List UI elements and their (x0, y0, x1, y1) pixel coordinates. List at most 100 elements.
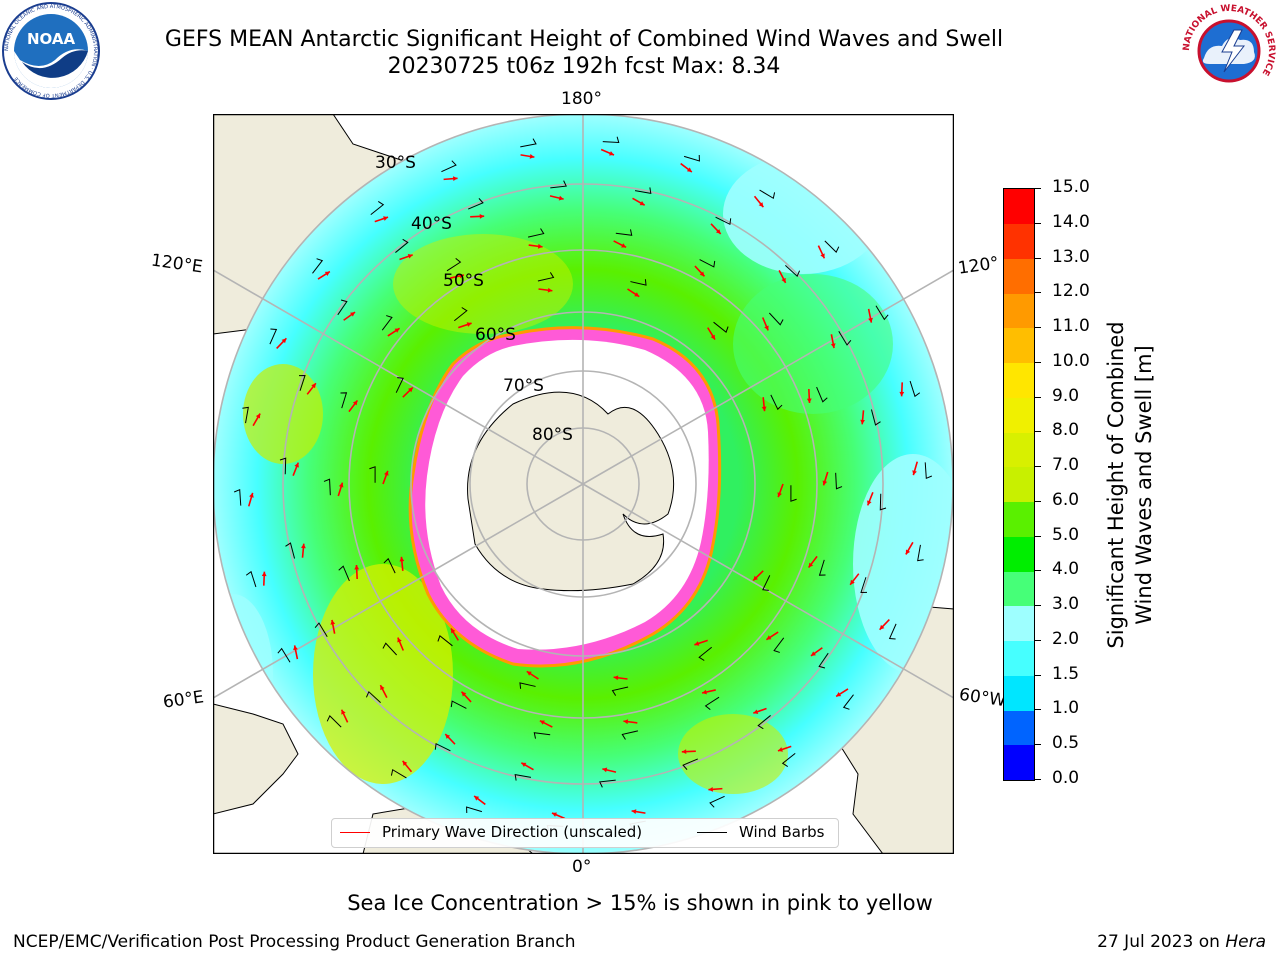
wave-arrow-head (602, 767, 608, 773)
wind-barb (818, 559, 826, 576)
wave-arrow-head (710, 334, 715, 340)
wave-arrow-head (860, 419, 865, 425)
colorbar-tick-label: 9.0 (1052, 385, 1080, 406)
colorbar-tick (1034, 570, 1041, 572)
wind-barb (768, 312, 784, 326)
colorbar-tick (1034, 466, 1041, 468)
map-svg: 30°S 40°S 50°S 60°S 70°S 80°S (212, 113, 955, 855)
wave-arrow-head (702, 689, 707, 695)
colorbar-tick (1034, 744, 1041, 746)
colorbar-tick-label: 2.0 (1052, 628, 1080, 649)
wind-barb (715, 216, 732, 226)
colorbar-tick-label: 7.0 (1052, 455, 1080, 476)
wind-barb (698, 646, 713, 661)
wind-barb (340, 392, 348, 409)
sea-ice-note: Sea Ice Concentration > 15% is shown in … (347, 891, 933, 915)
wave-arrow-head (621, 243, 627, 248)
lat-label-60s: 60°S (475, 325, 516, 345)
wind-barb (370, 201, 385, 216)
wind-barb (514, 773, 532, 781)
colorbar-segment (1004, 606, 1034, 642)
wave-arrow-head (764, 325, 769, 331)
colorbar-tick-label: 15.0 (1052, 177, 1090, 197)
colorbar-tick (1034, 535, 1041, 537)
wave-arrow-head (753, 575, 758, 581)
wave-arrow-head (338, 482, 344, 488)
wave-arrow-head (777, 747, 783, 752)
wind-barb (917, 544, 924, 562)
wave-arrow-head (324, 271, 330, 276)
colorbar-segment (1004, 571, 1034, 607)
wave-arrow-head (341, 709, 346, 715)
wind-barb (634, 187, 652, 195)
wind-barb (434, 742, 451, 752)
wind-barb (835, 472, 843, 490)
colorbar-tick (1034, 222, 1041, 224)
polar-map: 30°S 40°S 50°S 60°S 70°S 80°S (212, 113, 955, 855)
wave-arrow-head (330, 619, 336, 625)
wave-arrow-head (810, 651, 816, 656)
colorbar-tick-label: 13.0 (1052, 246, 1090, 267)
wave-arrow-head (781, 277, 786, 283)
wave-arrow-head (350, 312, 356, 317)
colorbar-tick (1034, 779, 1041, 780)
wind-barb (842, 694, 854, 710)
wave-arrow-head (867, 500, 872, 506)
wind-barb (299, 375, 306, 391)
wind-barb (269, 328, 278, 345)
lon-label-0: 0° (572, 857, 592, 877)
wind-barb (683, 154, 700, 162)
date-main: 27 Jul 2023 on (1097, 932, 1226, 952)
legend-barb-swatch (697, 832, 727, 833)
wind-barb (762, 575, 771, 591)
wind-barb (323, 478, 331, 496)
wave-arrow-head (397, 637, 402, 643)
wave-arrow-head (777, 492, 782, 498)
wind-barb (537, 272, 555, 282)
wind-barb (369, 466, 376, 483)
wave-arrow-head (474, 796, 480, 801)
wave-arrow-head (551, 812, 557, 817)
wind-barb (909, 380, 921, 398)
wave-arrow-head (294, 462, 299, 468)
colorbar-segment (1004, 745, 1034, 781)
wave-arrow-head (905, 549, 911, 555)
wave-arrow-head (526, 671, 532, 676)
wave-arrow-head (558, 195, 564, 201)
wind-barb (875, 305, 889, 321)
wind-barb (365, 690, 381, 703)
colorbar-segment (1004, 258, 1034, 294)
wave-arrow-head (394, 328, 400, 333)
wind-barb (437, 635, 453, 647)
wind-barb (790, 485, 797, 502)
wave-arrow-head (539, 720, 545, 725)
colorbar-segment (1004, 536, 1034, 572)
wave-arrow-head (311, 383, 316, 389)
colorbar-segment (1004, 501, 1034, 537)
wind-barb (704, 696, 720, 710)
wind-barb (468, 198, 484, 210)
lon-label-120e: 120°E (149, 250, 204, 278)
wind-barb (550, 180, 567, 189)
wind-barb (621, 730, 639, 740)
lon-label-60e: 60°E (161, 687, 206, 713)
wave-arrow-head (402, 760, 408, 766)
colorbar-tick-label: 0.5 (1052, 733, 1080, 754)
wave-arrow-head (808, 562, 814, 568)
wave-arrow-head (758, 202, 764, 208)
wave-arrow-head (639, 200, 645, 206)
lat-label-70s: 70°S (503, 376, 544, 396)
wave-arrow-head (301, 543, 306, 549)
colorbar-segment (1004, 675, 1034, 711)
wave-arrow-head (899, 391, 905, 397)
noaa-logo: NOAA NATIONAL OCEANIC AND ATMOSPHERIC AD… (0, 0, 102, 102)
wave-arrow-head (694, 641, 700, 646)
colorbar-segment (1004, 710, 1034, 746)
colorbar-segment (1004, 293, 1034, 329)
wind-barb (615, 229, 633, 236)
colorbar-segment (1004, 432, 1034, 468)
wind-barb (838, 330, 852, 346)
colorbar-tick-label: 0.0 (1052, 768, 1080, 788)
wind-barb (450, 700, 467, 709)
wind-barb (382, 642, 398, 656)
